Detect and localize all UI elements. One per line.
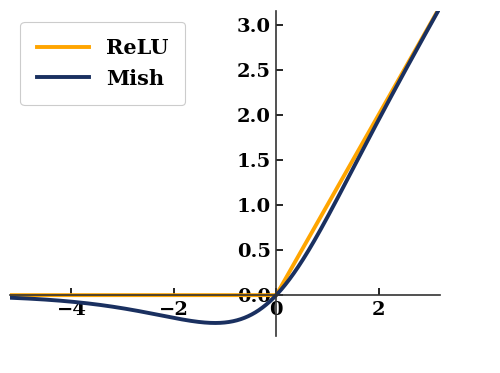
Legend: ReLU, Mish: ReLU, Mish: [20, 22, 185, 105]
ReLU: [437, 4, 443, 9]
Mish: [346, 175, 352, 179]
ReLU: [7, 293, 13, 297]
Mish: [216, 321, 222, 325]
Mish: [7, 295, 13, 300]
ReLU: [424, 26, 430, 31]
Mish: [424, 27, 430, 32]
Mish: [204, 320, 210, 325]
Mish: [29, 297, 35, 301]
ReLU: [29, 293, 35, 297]
Mish: [437, 5, 443, 10]
Line: ReLU: ReLU: [10, 7, 440, 295]
Mish: [212, 321, 218, 325]
Mish: [424, 28, 430, 32]
Line: Mish: Mish: [10, 7, 440, 323]
ReLU: [216, 293, 222, 297]
ReLU: [346, 166, 352, 170]
ReLU: [204, 293, 210, 297]
ReLU: [424, 27, 430, 31]
